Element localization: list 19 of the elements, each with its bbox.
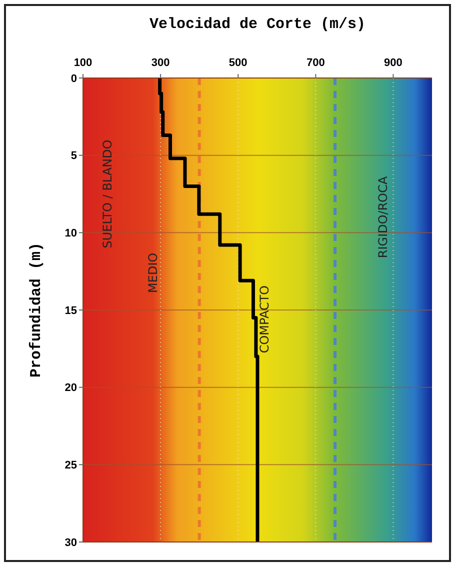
annotation: SUELTO / BLANDO <box>100 140 114 248</box>
y-tick-label: 5 <box>70 150 77 162</box>
y-tick-label: 10 <box>64 228 77 240</box>
x-tick-label: 900 <box>384 57 402 69</box>
x-axis-title: Velocidad de Corte (m/s) <box>149 16 366 33</box>
line-series <box>158 76 260 544</box>
y-axis-title: Profundidad (m) <box>28 242 45 378</box>
x-tick-label: 500 <box>228 57 248 69</box>
y-tick-label: 30 <box>64 536 77 549</box>
y-tick-label: 0 <box>70 72 77 85</box>
annotation: COMPACTO <box>257 285 272 354</box>
y-tick-label: 25 <box>64 460 77 472</box>
x-tick-label: 700 <box>306 57 325 69</box>
y-tick-label: 20 <box>64 382 77 394</box>
annotation: RIGIDO/ROCA <box>376 176 390 258</box>
y-tick-label: 15 <box>64 304 77 317</box>
x-tick-label: 100 <box>74 57 92 69</box>
annotation: MEDIO <box>146 252 160 293</box>
x-tick-label: 300 <box>151 57 170 69</box>
